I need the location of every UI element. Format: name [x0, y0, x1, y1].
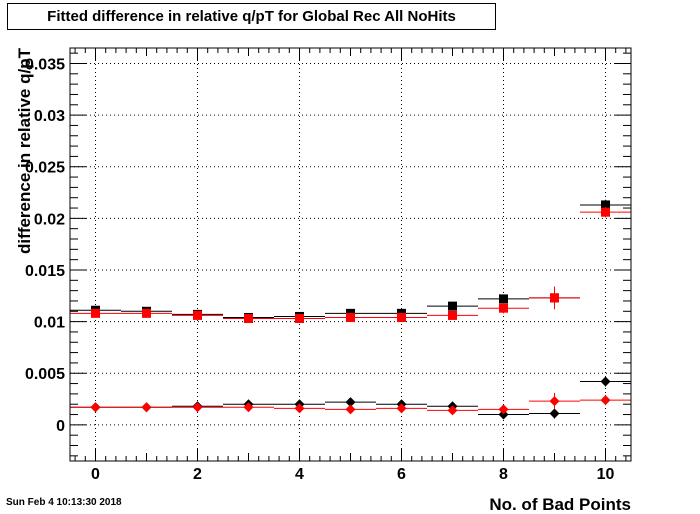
data-point-square — [448, 301, 457, 311]
data-point-square — [295, 314, 304, 324]
data-point-diamond — [600, 395, 611, 406]
series-2 — [70, 207, 631, 324]
grid — [70, 48, 631, 461]
data-series — [70, 199, 631, 420]
y-tick-label: 0.02 — [34, 211, 65, 228]
data-point-diamond — [90, 402, 101, 413]
data-point-diamond — [345, 404, 356, 415]
axis-ticks — [70, 48, 631, 461]
data-point-square — [499, 303, 508, 313]
data-point-diamond — [549, 408, 560, 419]
data-point-diamond — [396, 403, 407, 414]
x-axis-title: No. of Bad Points — [489, 495, 631, 514]
y-axis-title: difference in relative q/pT — [15, 47, 34, 254]
data-point-diamond — [549, 396, 560, 407]
data-point-square — [397, 312, 406, 322]
data-point-diamond — [294, 403, 305, 414]
x-tick-label: 10 — [597, 466, 615, 483]
data-point-diamond — [447, 405, 458, 416]
x-tick-label: 4 — [295, 466, 304, 483]
y-tick-label: 0.025 — [25, 160, 65, 177]
data-point-diamond — [345, 397, 356, 408]
y-tick-label: 0.015 — [25, 263, 65, 280]
data-point-square — [91, 308, 100, 318]
data-point-square — [448, 310, 457, 320]
data-point-diamond — [498, 404, 509, 415]
data-point-square — [346, 312, 355, 322]
data-point-square — [244, 314, 253, 324]
y-tick-label: 0.03 — [34, 108, 65, 125]
tick-labels: 0 2 4 6 8 10 0 0.005 0.01 0.015 0.02 0.025 0.03 0.035 — [25, 56, 615, 483]
data-point-diamond — [192, 402, 203, 413]
x-tick-label: 8 — [499, 466, 508, 483]
chart-title: Fitted difference in relative q/pT for G… — [7, 3, 496, 30]
data-point-square — [193, 310, 202, 320]
data-point-square — [601, 200, 610, 210]
x-tick-label: 0 — [91, 466, 100, 483]
x-tick-label: 6 — [397, 466, 406, 483]
series-4 — [70, 392, 631, 416]
data-point-diamond — [498, 409, 509, 420]
data-point-diamond — [141, 402, 152, 413]
timestamp: Sun Feb 4 10:13:30 2018 — [6, 497, 122, 508]
data-point-square — [550, 293, 559, 303]
data-point-diamond — [243, 402, 254, 413]
y-tick-label: 0.01 — [34, 315, 65, 332]
y-tick-label: 0.035 — [25, 56, 65, 73]
data-point-square — [499, 294, 508, 304]
x-tick-label: 2 — [193, 466, 202, 483]
data-point-diamond — [600, 376, 611, 387]
data-point-square — [142, 308, 151, 318]
y-tick-label: 0 — [56, 418, 65, 435]
data-point-square — [601, 207, 610, 217]
y-tick-label: 0.005 — [25, 366, 65, 383]
